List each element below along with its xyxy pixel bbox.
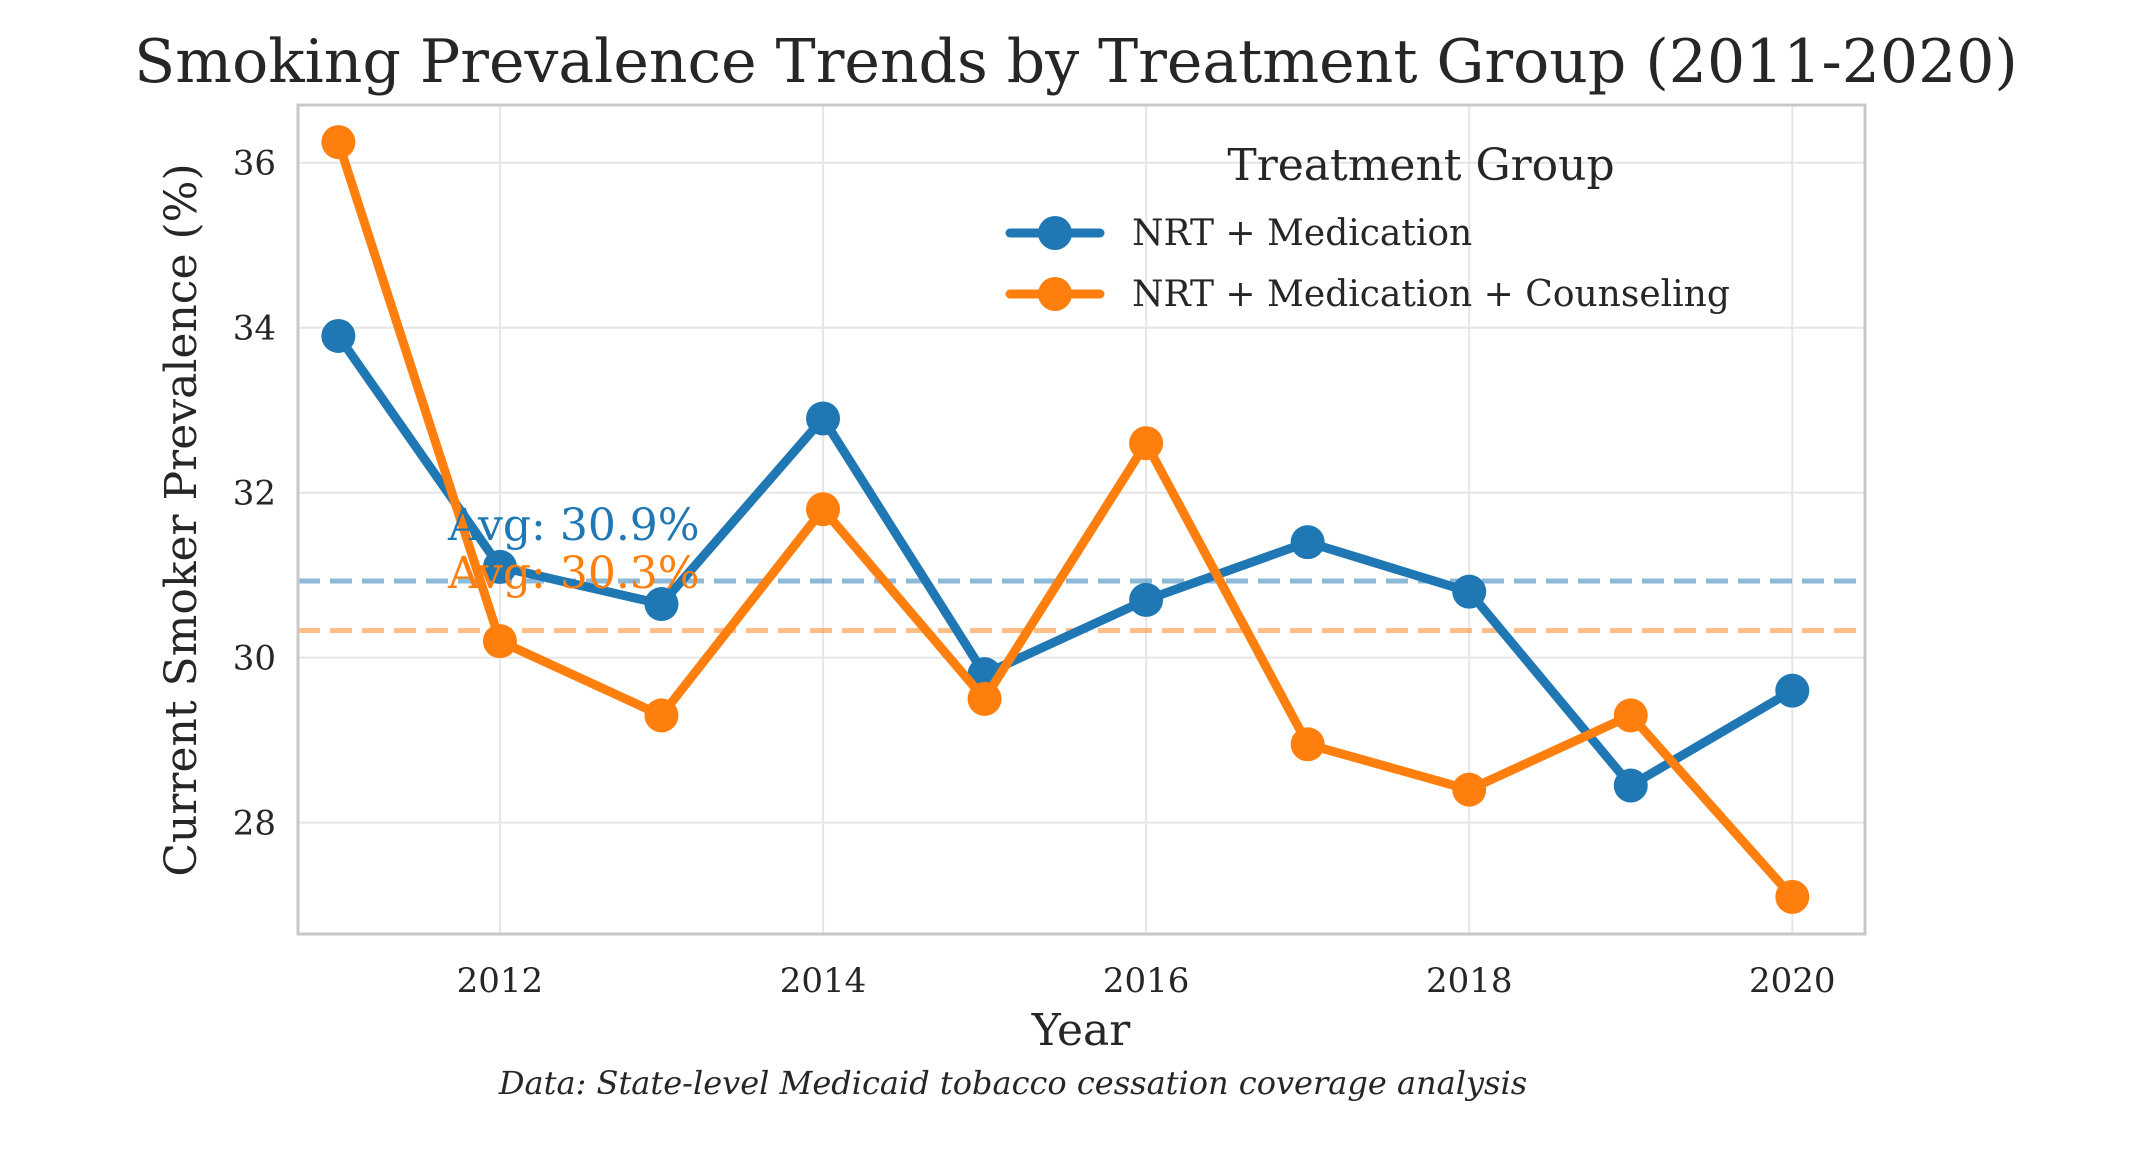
y-tick-labels: 28 30 32 34 36 bbox=[233, 144, 276, 844]
legend: Treatment Group NRT + Medication NRT + Me… bbox=[1005, 140, 1730, 315]
data-point bbox=[482, 624, 517, 659]
x-tick-label: 2012 bbox=[457, 961, 544, 1001]
legend-label: NRT + Medication bbox=[1132, 213, 1472, 254]
x-axis-label: Year bbox=[1031, 1005, 1131, 1056]
x-tick-label: 2016 bbox=[1103, 961, 1190, 1001]
data-point bbox=[1775, 879, 1810, 914]
data-point bbox=[1290, 727, 1325, 762]
series-lines bbox=[321, 125, 1810, 914]
y-tick-label: 30 bbox=[233, 639, 276, 679]
data-point bbox=[1129, 426, 1164, 461]
y-tick-label: 32 bbox=[233, 474, 276, 514]
legend-title: Treatment Group bbox=[1227, 140, 1614, 191]
data-point bbox=[1613, 768, 1648, 803]
series-line bbox=[333, 331, 1797, 791]
data-point bbox=[1452, 772, 1487, 807]
data-point bbox=[1775, 673, 1810, 708]
legend-marker bbox=[1038, 216, 1072, 250]
data-point bbox=[1613, 698, 1648, 733]
data-point bbox=[644, 587, 679, 622]
plot-frame bbox=[296, 103, 1867, 936]
data-point bbox=[806, 401, 841, 436]
average-labels: Avg: 30.9%Avg: 30.3% bbox=[447, 500, 700, 599]
y-tick-label: 28 bbox=[233, 804, 276, 844]
average-label: Avg: 30.9% bbox=[447, 500, 700, 551]
x-tick-labels: 2012 2014 2016 2018 2020 bbox=[457, 961, 1836, 1001]
data-point bbox=[644, 698, 679, 733]
gridlines bbox=[298, 105, 1865, 934]
data-point bbox=[967, 681, 1002, 716]
chart-title: Smoking Prevalence Trends by Treatment G… bbox=[134, 27, 2018, 97]
caption: Data: State-level Medicaid tobacco cessa… bbox=[498, 1064, 1527, 1102]
data-point bbox=[482, 549, 517, 584]
y-axis-label: Current Smoker Prevalence (%) bbox=[156, 163, 207, 876]
data-point bbox=[1129, 582, 1164, 617]
series-line bbox=[333, 137, 1797, 902]
y-tick-label: 36 bbox=[233, 144, 276, 184]
data-point bbox=[1452, 574, 1487, 609]
x-tick-label: 2014 bbox=[780, 961, 867, 1001]
x-tick-label: 2020 bbox=[1749, 961, 1836, 1001]
legend-label: NRT + Medication + Counseling bbox=[1132, 274, 1730, 315]
legend-marker bbox=[1038, 277, 1072, 311]
y-tick-label: 34 bbox=[233, 309, 276, 349]
data-point bbox=[1290, 525, 1325, 560]
data-point bbox=[321, 125, 356, 160]
average-label: Avg: 30.3% bbox=[447, 548, 700, 599]
data-point bbox=[321, 318, 356, 353]
data-point bbox=[806, 492, 841, 527]
x-tick-label: 2018 bbox=[1426, 961, 1513, 1001]
